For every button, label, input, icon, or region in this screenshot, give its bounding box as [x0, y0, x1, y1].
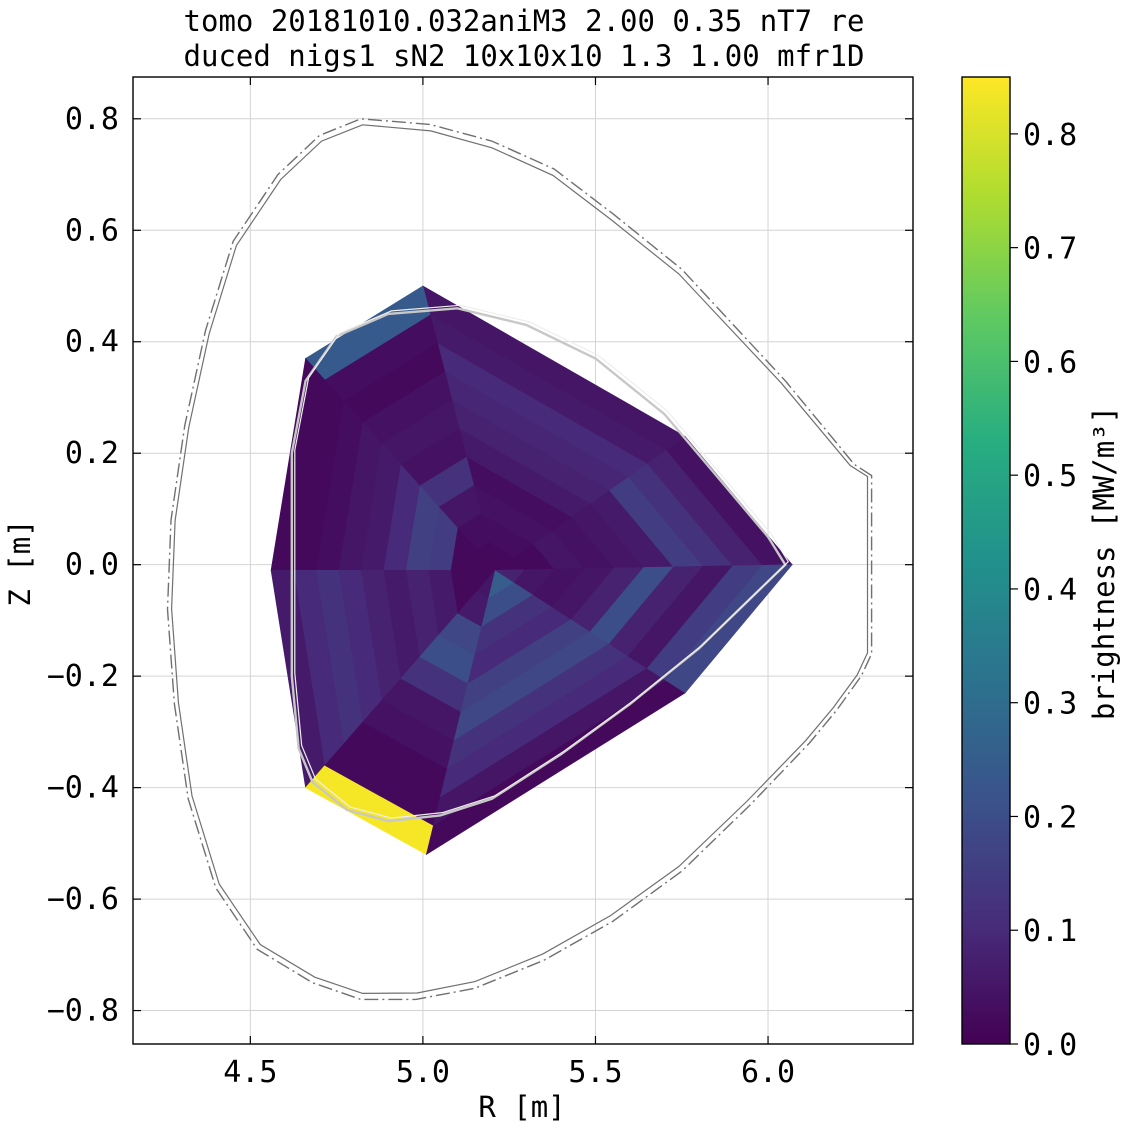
axis-ticks: 4.5 5.0 5.5 6.0 0.8 0.6 0.4 0.2 0.0 −0.2 −0.4 −0.6 −…	[47, 77, 913, 1090]
colorbar-tick-label: 0.2	[1023, 800, 1077, 835]
gridlines	[133, 77, 913, 1044]
y-tick-label: 0.2	[65, 436, 119, 471]
colorbar-label: brightness [MW/m³]	[1087, 406, 1121, 720]
heatmap-cell	[665, 564, 793, 694]
colorbar-ticks: 0.0 0.1 0.2 0.3 0.4 0.5 0.6 0.7 0.8	[1010, 118, 1077, 1063]
colorbar-tick-label: 0.5	[1023, 459, 1077, 494]
first-wall-inner	[170, 124, 869, 995]
colorbar: 0.0 0.1 0.2 0.3 0.4 0.5 0.6 0.7 0.8 brightness […	[961, 76, 1121, 1063]
y-tick-label: −0.4	[47, 771, 119, 806]
plot-area: 4.5 5.0 5.5 6.0 0.8 0.6 0.4 0.2 0.0 −0.2 −0.4 −0.6 −…	[47, 76, 914, 1090]
colorbar-tick-label: 0.8	[1023, 118, 1077, 153]
y-tick-label: 0.4	[65, 325, 119, 360]
plot-frame	[132, 76, 914, 1045]
x-tick-label: 4.5	[223, 1055, 277, 1090]
colorbar-tick-label: 0.3	[1023, 687, 1077, 722]
x-tick-label: 5.0	[396, 1055, 450, 1090]
flux-surface-curve	[290, 307, 787, 823]
x-axis-label: R [m]	[478, 1090, 565, 1124]
brightness-cells	[270, 285, 793, 856]
chart-title-line-2: duced nigs1 sN2 10x10x10 1.3 1.00 mfr1D	[184, 39, 865, 73]
y-tick-label: −0.6	[47, 882, 119, 917]
colorbar-tick-label: 0.7	[1023, 232, 1077, 267]
x-tick-label: 6.0	[741, 1055, 795, 1090]
y-tick-label: −0.8	[47, 994, 119, 1029]
first-wall-outer	[166, 118, 873, 1001]
y-axis-label: Z [m]	[3, 519, 37, 606]
chart-title-line-1: tomo 20181010.032aniM3 2.00 0.35 nT7 re	[184, 4, 865, 38]
colorbar-gradient	[961, 76, 1011, 1045]
y-tick-label: 0.6	[65, 213, 119, 248]
overlay-curves	[166, 118, 873, 1001]
colorbar-tick-label: 0.0	[1023, 1028, 1077, 1063]
colorbar-tick-label: 0.4	[1023, 573, 1077, 608]
flux-surface-curve-secondary	[294, 304, 790, 819]
colorbar-tick-label: 0.6	[1023, 345, 1077, 380]
colorbar-tick-label: 0.1	[1023, 914, 1077, 949]
y-tick-label: −0.2	[47, 659, 119, 694]
y-tick-label: 0.0	[65, 548, 119, 583]
x-tick-label: 5.5	[568, 1055, 622, 1090]
y-tick-label: 0.8	[65, 102, 119, 137]
